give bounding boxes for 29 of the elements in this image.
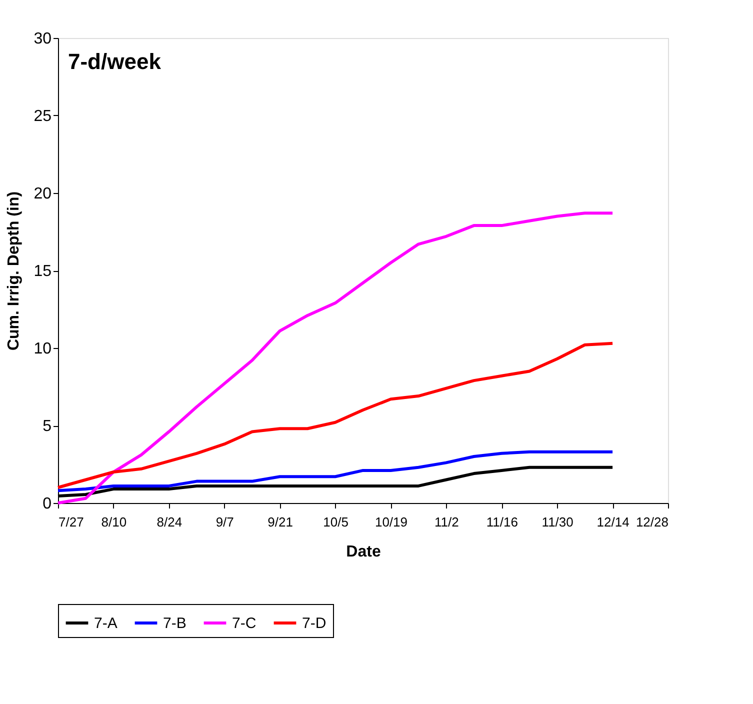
x-axis-title: Date	[346, 544, 381, 560]
line-series	[56, 342, 614, 489]
y-tick-label: 5	[42, 418, 52, 435]
x-tick-label: 9/21	[268, 514, 293, 530]
x-tick-label: 9/7	[216, 514, 234, 530]
x-tick-label: 11/30	[542, 514, 574, 530]
legend-label: 7-A	[94, 615, 118, 632]
y-tick-label: 0	[42, 496, 52, 512]
x-tick-label: 10/5	[323, 514, 348, 530]
y-tick-label: 20	[34, 186, 52, 202]
annotation: 7-d/week	[68, 49, 162, 74]
x-tick-label: 11/2	[434, 514, 459, 530]
x-tick-label: 12/28	[636, 514, 668, 530]
line-series	[56, 212, 614, 504]
line-series	[56, 450, 614, 492]
x-tick-label: 7/27	[58, 514, 84, 530]
x-tick-label: 8/24	[156, 514, 182, 530]
x-tick-label: 10/19	[374, 514, 408, 530]
legend-label: 7-D	[302, 615, 326, 632]
y-axis-title: Cum. Irrig. Depth (in)	[6, 191, 23, 351]
legend-label: 7-B	[163, 615, 186, 632]
x-tick-label: 12/14	[596, 514, 630, 530]
x-tick-label: 11/16	[486, 514, 518, 530]
x-tick-label: 8/10	[101, 514, 127, 530]
y-tick-label: 30	[34, 30, 52, 48]
y-tick-label: 25	[34, 108, 52, 125]
y-tick-label: 10	[34, 340, 52, 358]
legend-label: 7-C	[232, 615, 256, 632]
y-tick-label: 15	[34, 263, 52, 280]
